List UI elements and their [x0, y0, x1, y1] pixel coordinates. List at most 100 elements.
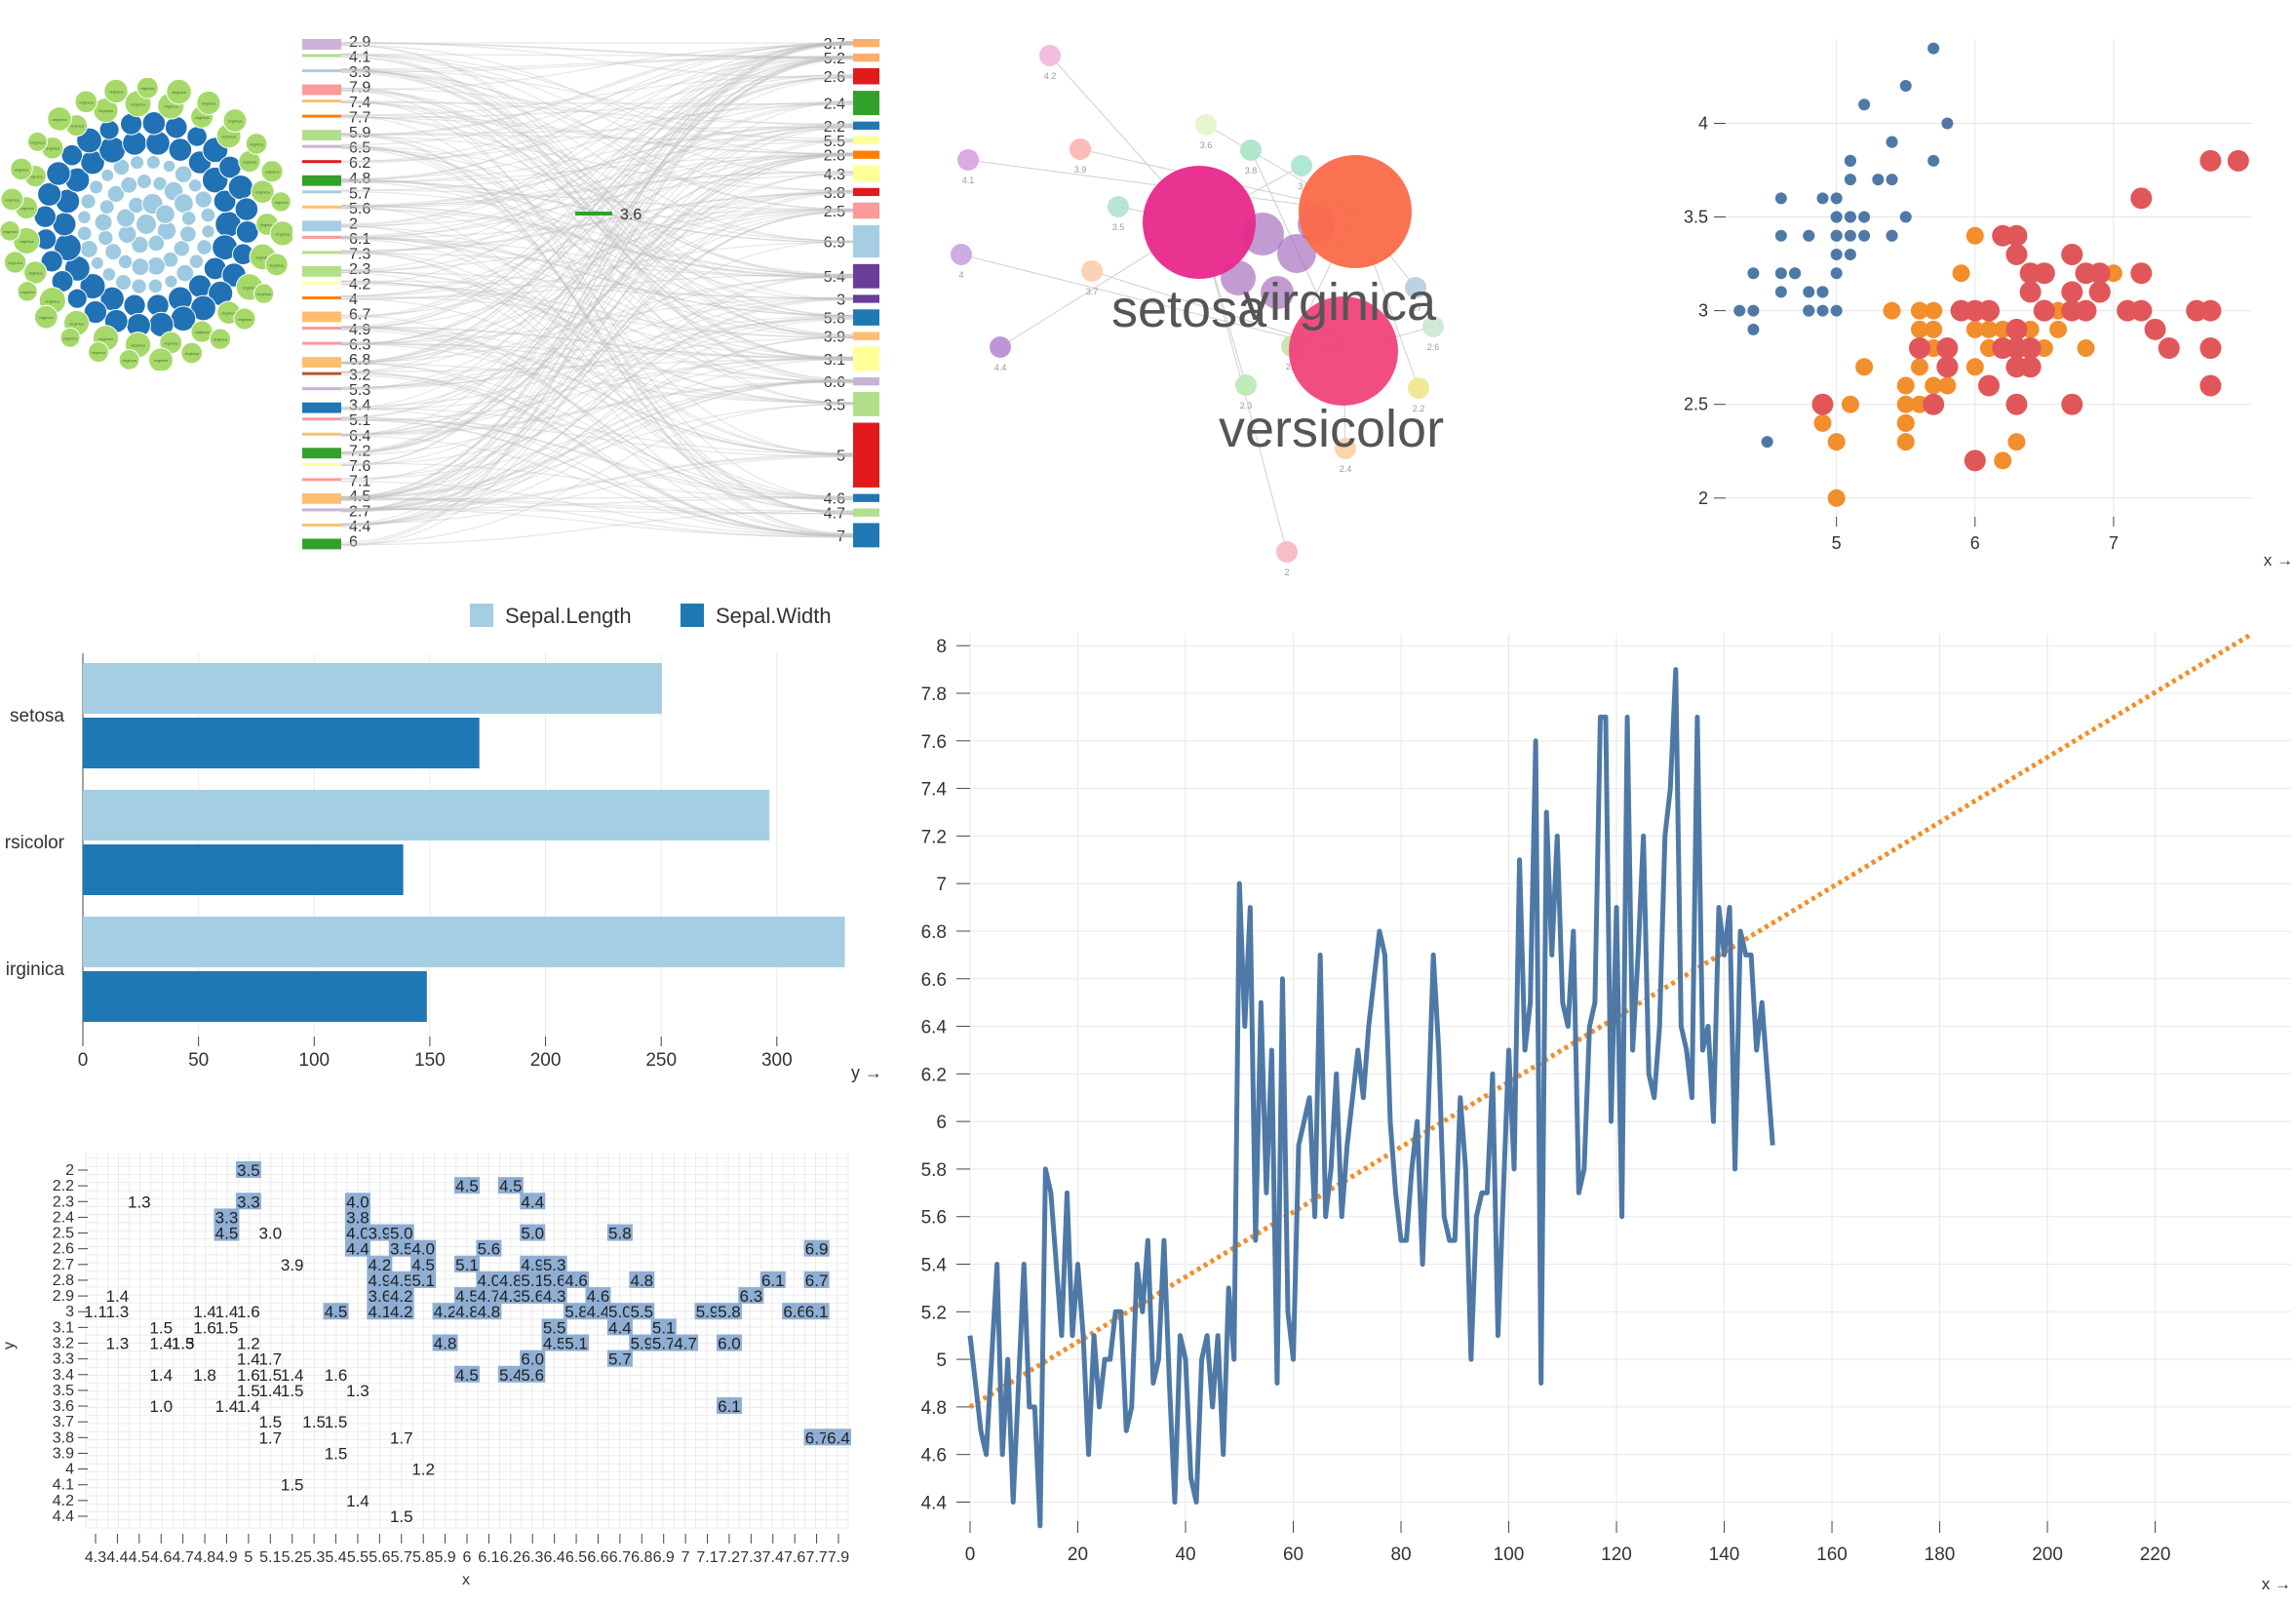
bubble-label: virginica [154, 358, 169, 363]
scatter-point [1938, 376, 1957, 395]
sankey-link [340, 44, 854, 156]
scatter-point [1858, 98, 1871, 111]
sankey-right-label: 2.2 [824, 119, 845, 136]
text-scatter-highlight [454, 1303, 480, 1320]
text-scatter-highlight [738, 1287, 764, 1305]
sankey-link [340, 152, 854, 238]
bubble-setosa [162, 159, 176, 174]
text-scatter-xtick-label: 6.1 [478, 1549, 499, 1566]
text-scatter-highlight [344, 1208, 370, 1226]
text-scatter-highlight [344, 1224, 370, 1241]
bubble-virginica [136, 78, 159, 99]
sankey-link [340, 495, 854, 500]
network-leaf-node [951, 244, 972, 265]
sankey-link [340, 253, 854, 278]
bubble-setosa [174, 165, 193, 183]
bubble-label: virginica [202, 100, 216, 105]
sankey-link [340, 343, 854, 358]
sankey-left-node [302, 357, 341, 368]
sankey-link [340, 192, 854, 528]
scatter-point [1925, 301, 1943, 320]
text-scatter-label: 6.1 [805, 1303, 829, 1321]
sankey-link [340, 42, 854, 59]
text-scatter-highlight [541, 1334, 567, 1351]
sankey-link [340, 74, 854, 228]
sankey-link [340, 90, 854, 277]
text-scatter-label: 3.5 [237, 1161, 260, 1180]
line-xtick-label: 60 [1283, 1545, 1304, 1565]
bar-xtick-label: 50 [188, 1050, 209, 1071]
bubble-label: virginica [69, 124, 84, 129]
sankey-link [340, 281, 854, 383]
sankey-right-node [853, 202, 879, 219]
sankey-link [340, 145, 854, 242]
text-scatter-label: 4.5 [325, 1303, 348, 1321]
scatter-point [1978, 374, 2000, 397]
scatter-point [1811, 393, 1834, 415]
text-scatter-highlight [606, 1224, 633, 1241]
scatter-point [2227, 149, 2249, 172]
bubble-setosa [100, 168, 115, 182]
text-scatter-label: 5.4 [499, 1366, 523, 1385]
bubble-label: virginica [39, 315, 54, 320]
bubble-label: virginica [30, 139, 45, 144]
scatter-point [1844, 229, 1856, 242]
text-scatter-ytick-label: 3.5 [53, 1383, 74, 1399]
sankey-link [340, 298, 854, 511]
sankey-link [340, 54, 854, 176]
scatter-point [1747, 267, 1760, 280]
text-scatter-highlight [782, 1303, 808, 1320]
text-scatter-label: 5.1 [564, 1335, 588, 1353]
bubble-label: virginica [140, 86, 155, 91]
text-scatter-label: 1.6 [237, 1366, 260, 1385]
text-scatter-highlight [564, 1334, 590, 1351]
text-scatter-label: 6.3 [740, 1287, 763, 1306]
sankey-left-label: 5.3 [349, 382, 370, 399]
text-scatter-label: 4.0 [346, 1193, 370, 1211]
scatter-point [2199, 374, 2222, 397]
text-scatter-label: 4.0 [478, 1271, 501, 1290]
sankey-link [340, 326, 854, 360]
sankey-link [340, 41, 854, 318]
text-scatter-label: 4.8 [455, 1303, 479, 1321]
sankey-link [340, 147, 854, 301]
bubble-label: virginica [19, 239, 34, 244]
network-leaf-label: 3.7 [1086, 287, 1099, 296]
sankey-link [340, 403, 854, 545]
scatter-point [1925, 320, 1943, 338]
scatter-point [2007, 433, 2026, 451]
text-scatter-xtick-label: 4.7 [173, 1549, 194, 1566]
sankey-left-label: 3.3 [349, 64, 370, 81]
scatter-point [1992, 224, 2014, 247]
network-leaf-label: 2 [1284, 567, 1289, 577]
scatter-point [1761, 436, 1773, 449]
text-scatter-label: 1.4 [281, 1366, 304, 1385]
text-scatter-highlight [367, 1224, 393, 1241]
scatter-point [1965, 358, 1984, 376]
text-scatter-xtick-label: 4.8 [194, 1549, 215, 1566]
text-scatter-highlight [476, 1303, 502, 1320]
bubble-setosa [188, 254, 205, 269]
sankey-left-label: 6.1 [349, 231, 370, 248]
text-scatter-xtick-label: 7 [681, 1549, 690, 1566]
text-scatter-ytick-label: 3 [65, 1304, 74, 1320]
text-scatter-ytick-label: 3.9 [53, 1445, 74, 1462]
bubble-setosa [155, 204, 175, 225]
text-scatter-label: 4.5 [215, 1225, 239, 1243]
sankey-link [340, 208, 854, 278]
sankey-link [340, 408, 854, 536]
text-scatter-xtick-label: 6.3 [522, 1549, 543, 1566]
text-scatter-xtick-label: 5 [244, 1549, 253, 1566]
text-scatter-label: 1.4 [193, 1303, 216, 1321]
text-scatter-highlight [520, 1193, 546, 1210]
text-scatter-highlight [694, 1303, 720, 1320]
text-scatter-highlight [388, 1224, 414, 1241]
text-scatter-ytick-label: 3.4 [53, 1367, 74, 1384]
sankey-link [340, 508, 854, 515]
sankey-link [340, 336, 854, 388]
sankey-link [340, 134, 854, 141]
scatter-point [1910, 301, 1928, 320]
sankey-link [340, 327, 854, 456]
text-scatter-label: 1.2 [237, 1335, 260, 1353]
bubble-label: virginica [255, 190, 270, 195]
